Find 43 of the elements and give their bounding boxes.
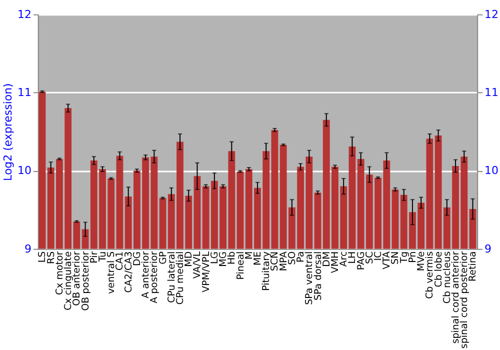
x-tick-label: DG xyxy=(132,251,143,266)
x-tick-label: SC xyxy=(364,250,376,264)
y-axis-title: Log2 (expression) xyxy=(1,83,14,181)
x-tick-label: Pn xyxy=(407,251,418,263)
x-tick-label: Pituitary xyxy=(261,250,272,291)
x-tick-label: Tg xyxy=(398,251,410,264)
x-tick-label: SN xyxy=(390,251,402,264)
y-tick-label: 11 xyxy=(17,86,32,99)
x-tick-label: Pir xyxy=(88,251,100,264)
x-tick-label: A posterior xyxy=(149,251,160,304)
x-tick-label: Retina xyxy=(468,251,479,282)
x-tick-label: SCN xyxy=(270,251,281,272)
y-tick-label: 9 xyxy=(24,242,32,256)
x-tick-label: CPu medial xyxy=(174,251,186,305)
x-tick-label: Cb lobe xyxy=(433,251,444,288)
x-tick-label: MPA xyxy=(278,250,290,272)
x-tick-label: RS xyxy=(46,251,57,264)
y2-tick-label: 10 xyxy=(484,164,499,178)
x-tick-label: SPa dorsal xyxy=(312,251,324,301)
x-tick-label: PAG xyxy=(356,251,367,270)
x-tick-label: CA2/CA3 xyxy=(123,251,134,293)
x-tick-label: Tu xyxy=(97,251,108,263)
x-tick-label: SO xyxy=(286,251,298,265)
x-tick-label: VPM/VPL xyxy=(200,250,212,292)
x-tick-label: VA/VL xyxy=(192,250,204,279)
x-tick-label: VMH xyxy=(330,251,341,274)
x-tick-label: DM xyxy=(321,251,332,267)
x-tick-label: CA1 xyxy=(114,251,126,270)
x-tick-label: spinal cord posterior xyxy=(459,251,470,349)
x-tick-label: GP xyxy=(158,251,169,264)
x-tick-label: M xyxy=(244,251,255,260)
y2-tick-label: 9 xyxy=(484,242,492,256)
y2-tick-label: 11 xyxy=(484,86,498,99)
y-tick-label: 10 xyxy=(17,164,32,178)
x-tick-label: LH xyxy=(347,251,358,264)
x-tick-label: LG xyxy=(209,251,220,264)
y2-tick-label: 12 xyxy=(484,8,498,21)
x-tick-label: ME xyxy=(252,251,264,266)
x-tick-label: Hb xyxy=(226,251,238,264)
x-tick-label: LS xyxy=(37,251,48,263)
x-tick-label: Pineal xyxy=(235,251,246,280)
y-tick-label: 12 xyxy=(17,8,32,21)
x-tick-label: OB posterior xyxy=(80,251,92,311)
